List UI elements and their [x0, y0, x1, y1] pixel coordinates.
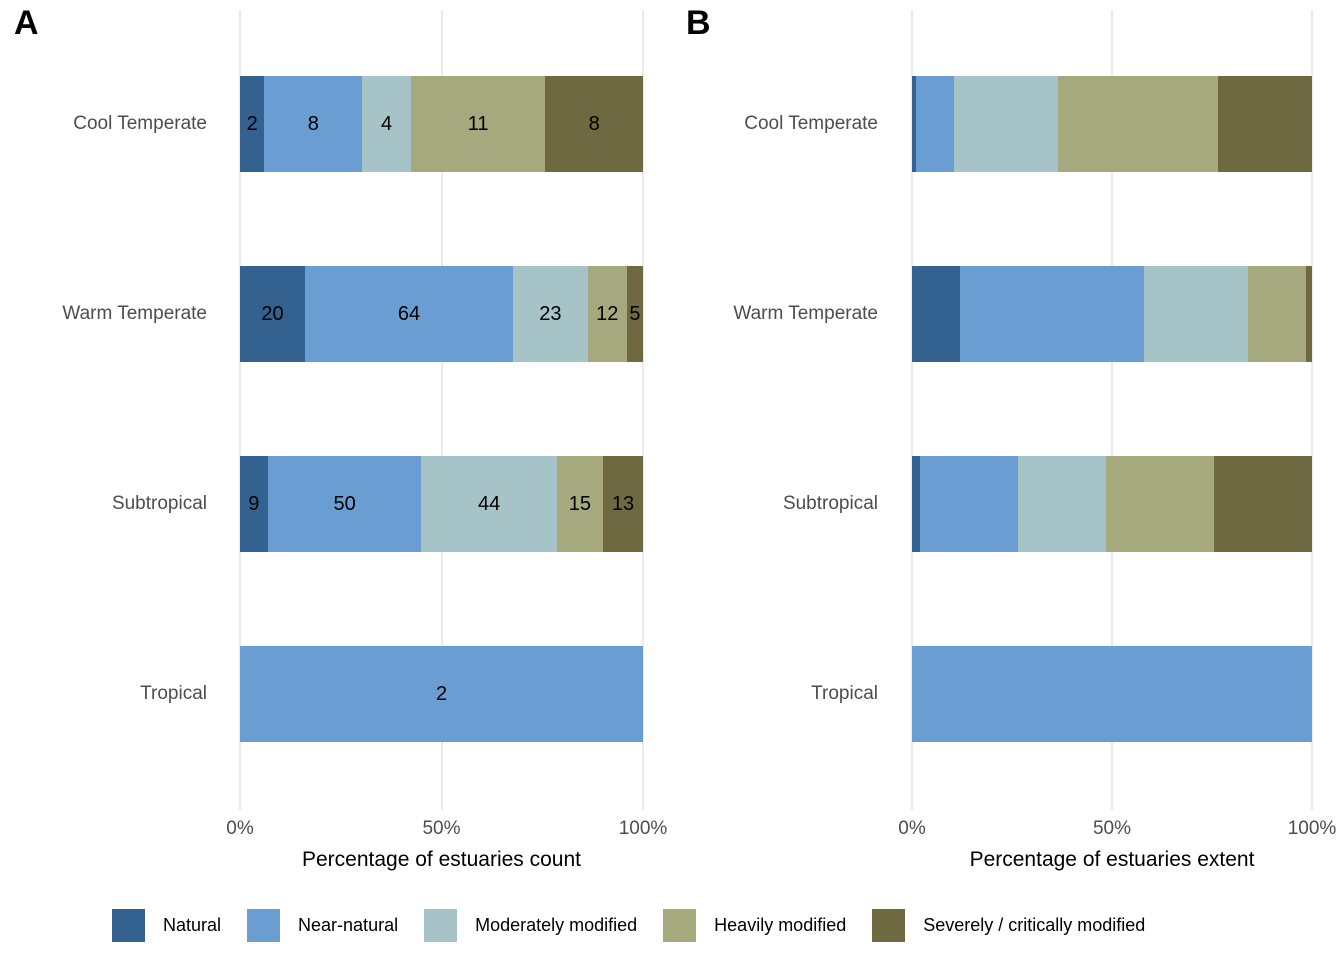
x-tick-label: 0%: [226, 818, 254, 839]
legend-label: Moderately modified: [475, 915, 638, 935]
x-tick-label: 100%: [1287, 818, 1337, 839]
bar-segment: [1058, 76, 1218, 172]
legend-label: Severely / critically modified: [923, 915, 1146, 935]
gridline: [1311, 10, 1313, 810]
legend-swatch: [247, 909, 281, 942]
gridline: [440, 10, 443, 810]
bar-segment: [1106, 456, 1214, 552]
bar-segment: 13: [602, 456, 643, 552]
bar-segment: 2: [240, 76, 265, 172]
stacked-bar: 20 64 23 12 5: [240, 266, 643, 362]
stacked-bar: [912, 456, 1312, 552]
panel-label-A: A: [14, 4, 39, 42]
bar-segment: [960, 266, 1144, 362]
category-axis-A: Cool Temperate Warm Temperate Subtropical T…: [0, 0, 207, 960]
stacked-bar: 2 8 4 11 8: [240, 76, 643, 172]
bar-segment: [912, 266, 960, 362]
x-axis-title-B: Percentage of estuaries extent: [969, 848, 1255, 871]
bar-segment: 12: [587, 266, 627, 362]
gridline: [1111, 10, 1113, 810]
category-label: Cool Temperate: [744, 113, 878, 134]
stacked-bar: [912, 266, 1312, 362]
bar-segment: [912, 76, 916, 172]
stacked-bar: [912, 76, 1312, 172]
gridline: [239, 10, 241, 810]
category-label: Subtropical: [111, 493, 207, 514]
bar-segment: 4: [362, 76, 411, 172]
stacked-bar: 2: [240, 646, 643, 742]
legend-item: Heavily modified: [663, 909, 846, 942]
x-tick-label: 0%: [898, 818, 926, 839]
category-axis-B: Cool Temperate Warm Temperate Subtropical T…: [671, 0, 878, 960]
bar-segment: 11: [410, 76, 546, 172]
legend-label: Heavily modified: [714, 915, 847, 935]
bar-segment: [954, 76, 1058, 172]
plot-area-B: [911, 10, 1313, 810]
bar-segment: 23: [513, 266, 588, 362]
legend-item: Near-natural: [247, 909, 398, 942]
bar-segment: 8: [264, 76, 363, 172]
x-axis-ticks-A: 0% 50% 100%: [226, 818, 667, 844]
plot-area-A: 2 8 4 11 8 20 64 23 12 5 9 50 44 15 13 2: [239, 10, 644, 810]
x-axis-ticks-B: 0% 50% 100%: [898, 818, 1336, 844]
legend-item: Natural: [112, 909, 221, 942]
category-label: Subtropical: [782, 493, 878, 514]
x-tick-label: 100%: [618, 818, 668, 839]
bar-segment: [1248, 266, 1306, 362]
bar-segment: [912, 456, 920, 552]
bar-segment: 9: [240, 456, 268, 552]
bar-segment: 64: [305, 266, 513, 362]
legend-item: Severely / critically modified: [872, 909, 1145, 942]
bar-segment: [1018, 456, 1106, 552]
bar-segment: [1144, 266, 1248, 362]
x-tick-label: 50%: [422, 818, 461, 839]
gridline: [911, 10, 913, 810]
bar-segment: 20: [240, 266, 305, 362]
bar-segment: 15: [556, 456, 603, 552]
bar-segment: [912, 646, 1312, 742]
legend-swatch: [112, 909, 145, 942]
bar-segment: [1218, 76, 1312, 172]
legend-label: Natural: [163, 915, 222, 935]
bar-segment: 8: [545, 76, 643, 172]
stacked-bar: [912, 646, 1312, 742]
bar-segment: [916, 76, 954, 172]
bar-segment: 2: [240, 646, 643, 742]
legend: Natural Near-natural Moderately modified He…: [112, 909, 1145, 942]
legend-swatch: [663, 909, 697, 942]
x-axis-title-A: Percentage of estuaries count: [301, 848, 581, 871]
category-label: Tropical: [811, 683, 878, 704]
panel-label-B: B: [686, 4, 711, 42]
category-label: Warm Temperate: [733, 303, 878, 324]
legend-item: Moderately modified: [424, 909, 637, 942]
bar-segment: 50: [267, 456, 422, 552]
x-tick-label: 50%: [1092, 818, 1132, 839]
bar-segment: 44: [421, 456, 557, 552]
legend-label: Near-natural: [298, 915, 399, 935]
bar-segment: 5: [626, 266, 643, 362]
gridline: [642, 10, 644, 810]
category-label: Cool Temperate: [73, 113, 207, 134]
bar-segment: [1306, 266, 1312, 362]
legend-swatch: [424, 909, 458, 942]
bar-segment: [920, 456, 1018, 552]
bar-segment: [1214, 456, 1312, 552]
stacked-bar: 9 50 44 15 13: [240, 456, 643, 552]
category-label: Warm Temperate: [62, 303, 207, 324]
legend-swatch: [872, 909, 906, 942]
category-label: Tropical: [140, 683, 207, 704]
